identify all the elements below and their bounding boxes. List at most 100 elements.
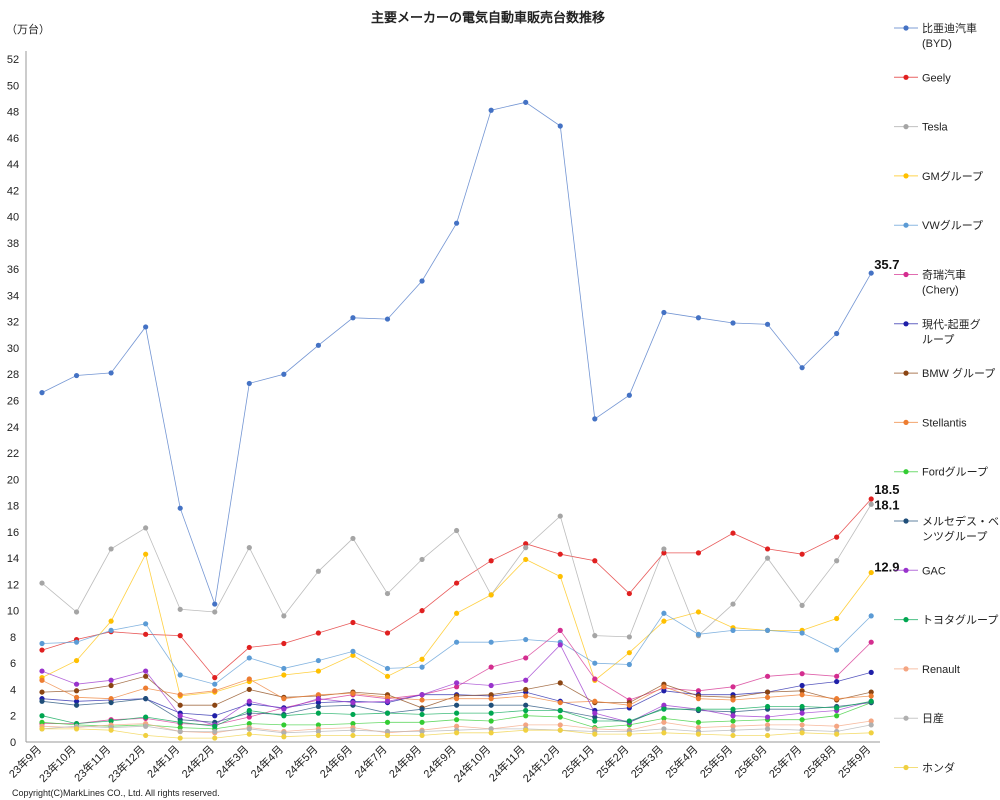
y-tick-label: 46 <box>7 133 19 145</box>
data-point-vwグループ <box>177 672 183 678</box>
data-point-比亜迪汽車-byd <box>212 601 218 607</box>
data-point-ホンダ <box>39 726 45 732</box>
data-point-日産 <box>730 727 736 733</box>
series-line-gmグループ <box>41 553 872 697</box>
legend-label: Renault <box>922 664 960 676</box>
data-point-gmグループ <box>661 618 667 624</box>
data-point-tesla <box>730 601 736 607</box>
data-point-日産 <box>246 726 252 732</box>
data-point-vwグループ <box>592 660 598 666</box>
data-point-vwグループ <box>626 661 632 668</box>
data-point-stellantis <box>143 685 149 691</box>
data-point-トヨタグループ <box>281 713 287 719</box>
legend-item-fordグループ: Fordグループ <box>894 465 988 479</box>
data-point-gmグループ <box>454 610 460 616</box>
data-point-gac <box>177 713 183 719</box>
legend-marker <box>903 222 909 228</box>
data-point-比亜迪汽車-byd <box>799 365 805 371</box>
data-point-renault <box>764 722 771 728</box>
data-point-メルセデス・ベンツグループ <box>143 696 149 702</box>
data-point-gac <box>557 642 563 648</box>
data-point-vwグループ <box>764 627 771 633</box>
data-point-vwグループ <box>488 639 494 645</box>
data-point-比亜迪汽車-byd <box>454 220 460 226</box>
data-point-ホンダ <box>661 730 667 736</box>
data-point-gmグループ <box>350 652 356 658</box>
data-point-stellantis <box>281 696 287 702</box>
data-point-renault <box>557 722 563 728</box>
data-point-ホンダ <box>557 727 563 733</box>
data-point-gac <box>419 692 425 698</box>
x-tick-label: 23年12月 <box>105 742 148 785</box>
data-point-fordグループ <box>695 719 702 725</box>
legend-marker <box>903 173 909 179</box>
y-tick-label: 22 <box>7 448 19 460</box>
data-point-トヨタグループ <box>868 698 874 704</box>
data-point-トヨタグループ <box>454 710 460 716</box>
legend-label: Geely <box>922 72 951 84</box>
y-tick-label: 30 <box>7 343 19 355</box>
data-point-geely <box>592 558 598 564</box>
data-point-tesla <box>557 513 563 519</box>
data-point-gac <box>592 710 598 716</box>
data-point-gmグループ <box>626 650 632 656</box>
y-tick-label: 18 <box>7 501 19 513</box>
legend-label: 現代-起亜グ <box>922 317 981 331</box>
data-point-ホンダ <box>834 731 840 737</box>
legend-item-renault: Renault <box>894 664 960 676</box>
data-point-gac <box>730 713 736 719</box>
data-point-stellantis <box>350 690 356 697</box>
data-point-トヨタグループ <box>661 706 667 712</box>
data-point-geely <box>868 496 874 502</box>
data-point-日産 <box>143 723 149 729</box>
data-point-ホンダ <box>454 730 460 736</box>
y-tick-label: 36 <box>7 264 19 276</box>
data-point-stellantis <box>730 697 736 703</box>
data-point-tesla <box>384 590 391 597</box>
x-tick-label: 25年8月 <box>800 742 838 780</box>
data-point-トヨタグループ <box>592 718 598 724</box>
data-point-gac <box>108 677 114 683</box>
legend-marker <box>903 469 909 475</box>
data-point-日産 <box>868 722 874 728</box>
data-point-geely <box>661 550 667 556</box>
y-tick-label: 34 <box>7 290 19 302</box>
data-point-gac <box>523 677 529 683</box>
data-point-奇瑞汽車-chery <box>730 684 736 690</box>
data-point-fordグループ <box>799 717 805 723</box>
data-point-tesla <box>246 545 252 551</box>
data-point-tesla <box>523 545 529 551</box>
data-point-vwグループ <box>834 647 840 653</box>
data-point-stellantis <box>764 694 771 700</box>
data-point-vwグループ <box>39 640 45 647</box>
data-point-bmw-グループ <box>246 686 252 693</box>
data-point-ホンダ <box>799 730 805 736</box>
data-point-fordグループ <box>730 718 736 724</box>
x-tick-label: 25年7月 <box>766 742 804 780</box>
legend-marker <box>903 271 909 278</box>
data-point-tesla <box>764 555 771 561</box>
y-tick-label: 24 <box>7 422 19 434</box>
data-point-vwグループ <box>799 630 805 636</box>
data-point-stellantis <box>39 677 45 683</box>
data-point-gac <box>315 696 321 702</box>
data-point-日産 <box>384 728 391 735</box>
data-point-stellantis <box>592 698 598 704</box>
data-point-比亜迪汽車-byd <box>73 372 80 379</box>
x-tick-label: 25年4月 <box>662 742 700 780</box>
data-point-日産 <box>315 728 321 735</box>
data-point-トヨタグループ <box>557 707 563 714</box>
data-point-gmグループ <box>488 592 494 598</box>
data-point-tesla <box>212 609 218 615</box>
data-point-メルセデス・ベンツグループ <box>523 702 529 708</box>
data-point-gmグループ <box>557 573 563 580</box>
data-point-gac <box>281 706 287 712</box>
data-point-メルセデス・ベンツグループ <box>39 698 45 704</box>
data-point-ホンダ <box>246 731 252 737</box>
y-tick-label: 52 <box>7 54 19 66</box>
data-point-tesla <box>592 633 598 639</box>
copyright-text: Copyright(C)MarkLines CO., Ltd. All righ… <box>12 788 220 798</box>
data-point-geely <box>281 640 287 647</box>
y-tick-label: 26 <box>7 396 19 408</box>
